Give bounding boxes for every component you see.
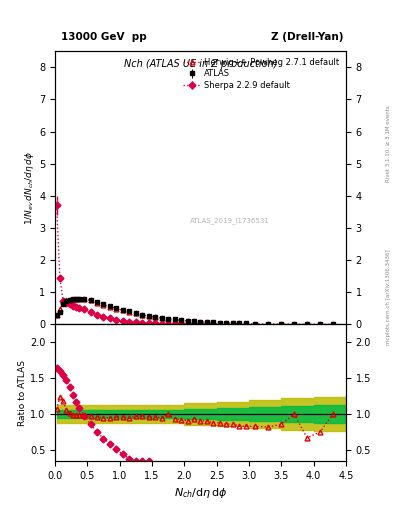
- Herwig++ Powheg 2.7.1 default: [121, 307, 125, 313]
- Herwig++ Powheg 2.7.1 default: [211, 319, 216, 326]
- Herwig++ Powheg 2.7.1 default: [108, 304, 112, 310]
- Herwig++ Powheg 2.7.1 default: [73, 296, 78, 302]
- Herwig++ Powheg 2.7.1 default: [153, 314, 158, 321]
- Text: Nch (ATLAS UE in Z production): Nch (ATLAS UE in Z production): [124, 59, 277, 70]
- Herwig++ Powheg 2.7.1 default: [331, 321, 335, 327]
- Y-axis label: $1/N_{ev}\,dN_{ch}/d\eta\,d\phi$: $1/N_{ev}\,dN_{ch}/d\eta\,d\phi$: [23, 151, 36, 225]
- Herwig++ Powheg 2.7.1 default: [279, 321, 284, 327]
- Text: ATLAS_2019_I1736531: ATLAS_2019_I1736531: [189, 217, 270, 224]
- Herwig++ Powheg 2.7.1 default: [127, 309, 132, 315]
- Text: Rivet 3.1.10, ≥ 3.1M events: Rivet 3.1.10, ≥ 3.1M events: [386, 105, 391, 182]
- Herwig++ Powheg 2.7.1 default: [114, 306, 119, 312]
- Herwig++ Powheg 2.7.1 default: [146, 313, 151, 319]
- Herwig++ Powheg 2.7.1 default: [179, 317, 184, 324]
- Herwig++ Powheg 2.7.1 default: [217, 320, 222, 326]
- Herwig++ Powheg 2.7.1 default: [166, 316, 171, 322]
- Herwig++ Powheg 2.7.1 default: [318, 321, 322, 327]
- Text: Z (Drell-Yan): Z (Drell-Yan): [272, 32, 344, 42]
- Text: mcplots.cern.ch [arXiv:1306.3436]: mcplots.cern.ch [arXiv:1306.3436]: [386, 249, 391, 345]
- Herwig++ Powheg 2.7.1 default: [243, 321, 248, 327]
- Herwig++ Powheg 2.7.1 default: [172, 317, 177, 323]
- Herwig++ Powheg 2.7.1 default: [64, 296, 69, 303]
- Herwig++ Powheg 2.7.1 default: [140, 312, 145, 318]
- Herwig++ Powheg 2.7.1 default: [204, 319, 209, 325]
- Herwig++ Powheg 2.7.1 default: [95, 300, 99, 306]
- Herwig++ Powheg 2.7.1 default: [134, 310, 138, 316]
- Y-axis label: Ratio to ATLAS: Ratio to ATLAS: [18, 359, 27, 425]
- Herwig++ Powheg 2.7.1 default: [305, 321, 309, 327]
- Herwig++ Powheg 2.7.1 default: [198, 319, 203, 325]
- Legend: Herwig++ Powheg 2.7.1 default, ATLAS, Sherpa 2.2.9 default: Herwig++ Powheg 2.7.1 default, ATLAS, Sh…: [181, 55, 342, 92]
- Herwig++ Powheg 2.7.1 default: [70, 296, 75, 303]
- Herwig++ Powheg 2.7.1 default: [230, 320, 235, 326]
- Herwig++ Powheg 2.7.1 default: [159, 315, 164, 321]
- Herwig++ Powheg 2.7.1 default: [61, 298, 66, 304]
- Herwig++ Powheg 2.7.1 default: [57, 306, 62, 312]
- X-axis label: $N_{ch}/\mathrm{d}\eta\,\mathrm{d}\phi$: $N_{ch}/\mathrm{d}\eta\,\mathrm{d}\phi$: [174, 486, 227, 500]
- Line: Herwig++ Powheg 2.7.1 default: Herwig++ Powheg 2.7.1 default: [54, 296, 335, 327]
- Herwig++ Powheg 2.7.1 default: [77, 296, 82, 302]
- Herwig++ Powheg 2.7.1 default: [292, 321, 296, 327]
- Herwig++ Powheg 2.7.1 default: [88, 297, 93, 304]
- Herwig++ Powheg 2.7.1 default: [237, 321, 242, 327]
- Herwig++ Powheg 2.7.1 default: [101, 302, 106, 308]
- Herwig++ Powheg 2.7.1 default: [82, 296, 86, 302]
- Herwig++ Powheg 2.7.1 default: [192, 318, 196, 325]
- Herwig++ Powheg 2.7.1 default: [224, 320, 229, 326]
- Herwig++ Powheg 2.7.1 default: [266, 321, 271, 327]
- Text: 13000 GeV  pp: 13000 GeV pp: [61, 32, 147, 42]
- Herwig++ Powheg 2.7.1 default: [67, 296, 72, 303]
- Herwig++ Powheg 2.7.1 default: [54, 312, 59, 318]
- Herwig++ Powheg 2.7.1 default: [253, 321, 258, 327]
- Herwig++ Powheg 2.7.1 default: [185, 318, 190, 324]
